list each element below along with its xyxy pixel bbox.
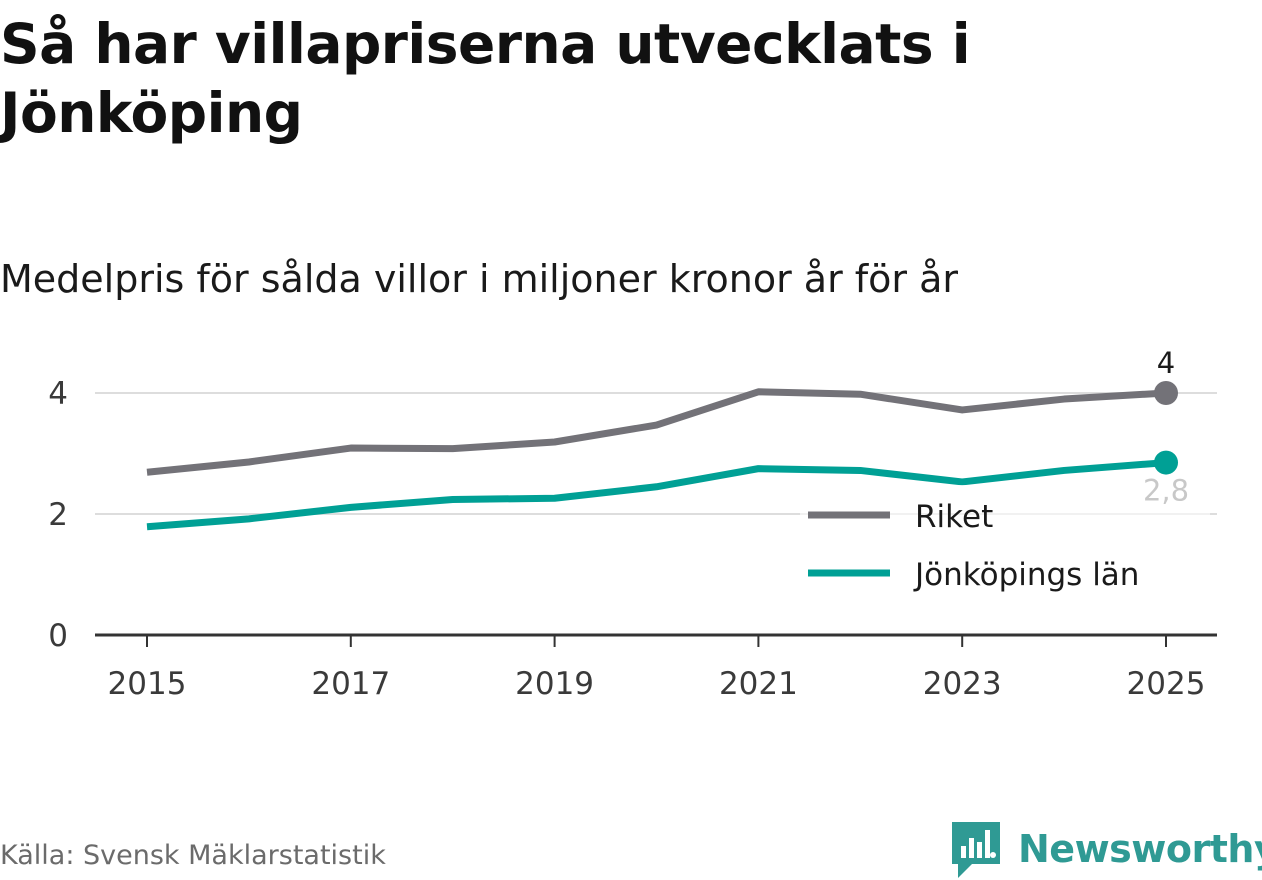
brand-name: Newsworthy xyxy=(1018,827,1262,871)
newsworthy-logo: Newsworthy xyxy=(950,818,1262,880)
x-tick-label-2017: 2017 xyxy=(311,666,390,702)
x-tick-label-2025: 2025 xyxy=(1127,666,1206,702)
x-tick-label-2023: 2023 xyxy=(923,666,1002,702)
chart-subtitle: Medelpris för sålda villor i miljoner kr… xyxy=(0,257,959,301)
series-line-riket xyxy=(146,388,1167,476)
y-tick-label-4: 4 xyxy=(48,376,68,412)
x-tick-label-2021: 2021 xyxy=(719,666,798,702)
end-label-lan: 2,8 xyxy=(1143,474,1189,508)
newsworthy-logo-icon xyxy=(952,822,1000,878)
series-line-lan xyxy=(146,459,1167,531)
end-label-riket: 4 xyxy=(1157,346,1175,380)
y-tick-label-2: 2 xyxy=(48,497,68,533)
source-note: Källa: Svensk Mäklarstatistik xyxy=(0,840,386,871)
legend-label-riket: Riket xyxy=(915,499,993,535)
x-tick-label-2015: 2015 xyxy=(108,666,187,702)
page-title: Så har villapriserna utvecklats i Jönköp… xyxy=(0,12,971,145)
legend-label-lan: Jönköpings län xyxy=(913,557,1139,593)
end-point-riket xyxy=(1154,381,1178,405)
y-tick-label-0: 0 xyxy=(48,618,68,654)
end-point-lan xyxy=(1154,450,1178,475)
x-tick-label-2019: 2019 xyxy=(515,666,594,702)
legend-background xyxy=(800,485,1210,605)
